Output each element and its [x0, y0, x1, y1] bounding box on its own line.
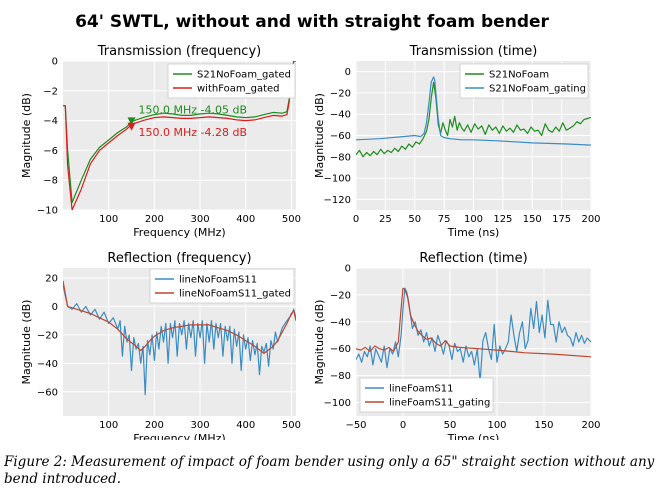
marker-annotation: 150.0 MHz -4.05 dB: [139, 103, 248, 116]
legend-box: [167, 63, 296, 99]
marker-annotation: 150.0 MHz -4.28 dB: [139, 126, 248, 139]
y-axis-label: Magnitude (dB): [313, 93, 326, 178]
legend-box: [459, 63, 589, 99]
x-tick-label: 150: [523, 214, 542, 225]
x-tick-label: 400: [236, 420, 255, 431]
transmission-frequency-chart: 100 200 300 400 500 −10 −8 −6 −4 −2 0 150.0 MHz -4.…: [20, 44, 301, 239]
x-tick-label: 50: [408, 214, 421, 225]
legend-box: [149, 268, 295, 304]
y-tick-label: −10: [37, 206, 58, 217]
x-tick-label: 300: [191, 420, 210, 431]
series-line-lineFoamS11: [356, 287, 591, 383]
x-tick-label: 200: [145, 214, 164, 225]
y-tick-label: −6: [43, 146, 58, 157]
x-tick-label: 100: [487, 420, 506, 431]
x-axis-label: Time (ns): [447, 432, 500, 440]
x-tick-label: 150: [534, 420, 553, 431]
legend: S21NoFoam S21NoFoam_gating: [459, 63, 589, 99]
x-tick-label: 75: [438, 214, 451, 225]
panel-title: Reflection (time): [419, 251, 527, 266]
y-tick-label: −8: [43, 176, 58, 187]
x-tick-label: 0: [353, 214, 359, 225]
y-tick-label: 0: [52, 57, 58, 68]
x-tick-label: 500: [282, 420, 301, 431]
y-tick-label: −60: [37, 387, 58, 398]
x-axis-label: Frequency (MHz): [133, 432, 225, 440]
y-tick-label: 0: [52, 302, 58, 313]
x-tick-label: 100: [99, 420, 118, 431]
series-line-lineNoFoamS11_gated: [63, 280, 296, 354]
legend-label: lineFoamS11: [389, 384, 454, 395]
legend: S21NoFoam_gated withFoam_gated: [167, 63, 296, 99]
y-tick-label: −40: [37, 359, 58, 370]
x-tick-label: 175: [552, 214, 571, 225]
legend-label: withFoam_gated: [197, 84, 280, 95]
x-tick-label: 300: [191, 214, 210, 225]
legend-label: lineNoFoamS11_gated: [179, 289, 291, 300]
x-tick-label: 200: [581, 214, 600, 225]
marker-withFoam_gated: [127, 122, 136, 131]
marker-S21NoFoam_gated: [127, 117, 136, 126]
series-line-lineFoamS11_gating: [356, 287, 591, 358]
x-tick-label: 25: [379, 214, 392, 225]
x-tick-label: 500: [282, 214, 301, 225]
series-line-S21NoFoam_gating: [356, 76, 591, 146]
x-tick-label: 50: [444, 420, 457, 431]
transmission-time-chart: 0 25 50 75 100 125 150 175 200 −120 −100 −80 −60 −40 −…: [313, 44, 601, 239]
legend: lineNoFoamS11 lineNoFoamS11_gated: [149, 268, 295, 304]
legend-box: [359, 377, 494, 413]
x-tick-label: 100: [464, 214, 483, 225]
figure-caption: Figure 2: Measurement of impact of foam …: [4, 454, 655, 487]
legend-label: lineNoFoamS11: [179, 275, 257, 286]
y-tick-label: −80: [330, 152, 351, 163]
series-line-S21NoFoam_gated: [63, 61, 296, 204]
figure-canvas: 64' SWTL, without and with straight foam…: [20, 12, 601, 440]
legend-label: S21NoFoam: [489, 70, 549, 81]
x-axis-label: Time (ns): [447, 226, 500, 239]
x-tick-label: 400: [236, 214, 255, 225]
y-tick-label: 0: [345, 264, 351, 275]
y-axis-label: Magnitude (dB): [20, 300, 33, 385]
x-tick-label: 100: [99, 214, 118, 225]
x-tick-label: −50: [345, 420, 366, 431]
y-tick-label: 20: [45, 273, 58, 284]
series-line-withFoam_gated: [63, 61, 296, 210]
x-axis-label: Frequency (MHz): [133, 226, 225, 239]
y-tick-label: −80: [330, 371, 351, 382]
figure-title: 64' SWTL, without and with straight foam…: [75, 12, 549, 32]
y-tick-label: −60: [330, 344, 351, 355]
y-tick-label: −100: [324, 174, 351, 185]
y-tick-label: −40: [330, 110, 351, 121]
y-tick-label: −2: [43, 86, 58, 97]
reflection-time-chart: −50 0 50 100 150 200 −100 −80 −60 −40 −20 0 Reflecti…: [313, 251, 601, 440]
y-tick-label: −20: [37, 330, 58, 341]
series-line-lineNoFoamS11: [63, 284, 296, 396]
panel-title: Transmission (frequency): [97, 44, 261, 59]
x-tick-label: 125: [493, 214, 512, 225]
x-tick-label: 200: [145, 420, 164, 431]
legend-label: lineFoamS11_gating: [389, 398, 490, 409]
reflection-frequency-chart: 100 200 300 400 500 −60 −40 −20 0 20 Reflection (f…: [20, 251, 301, 440]
y-tick-label: −40: [330, 317, 351, 328]
legend-label: S21NoFoam_gated: [197, 70, 291, 81]
panel-title: Reflection (frequency): [107, 251, 251, 266]
y-tick-label: −4: [43, 116, 58, 127]
y-tick-label: −20: [330, 88, 351, 99]
panel-title: Transmission (time): [409, 44, 538, 59]
y-tick-label: −100: [324, 398, 351, 409]
y-tick-label: −60: [330, 131, 351, 142]
series-line-S21NoFoam: [356, 81, 591, 158]
legend: lineFoamS11 lineFoamS11_gating: [359, 377, 494, 413]
y-axis-label: Magnitude (dB): [313, 300, 326, 385]
y-tick-label: −120: [324, 195, 351, 206]
y-axis-label: Magnitude (dB): [20, 93, 33, 178]
y-tick-label: 0: [345, 67, 351, 78]
legend-label: S21NoFoam_gating: [489, 84, 586, 95]
x-tick-label: 0: [400, 420, 406, 431]
y-tick-label: −20: [330, 290, 351, 301]
x-tick-label: 200: [581, 420, 600, 431]
